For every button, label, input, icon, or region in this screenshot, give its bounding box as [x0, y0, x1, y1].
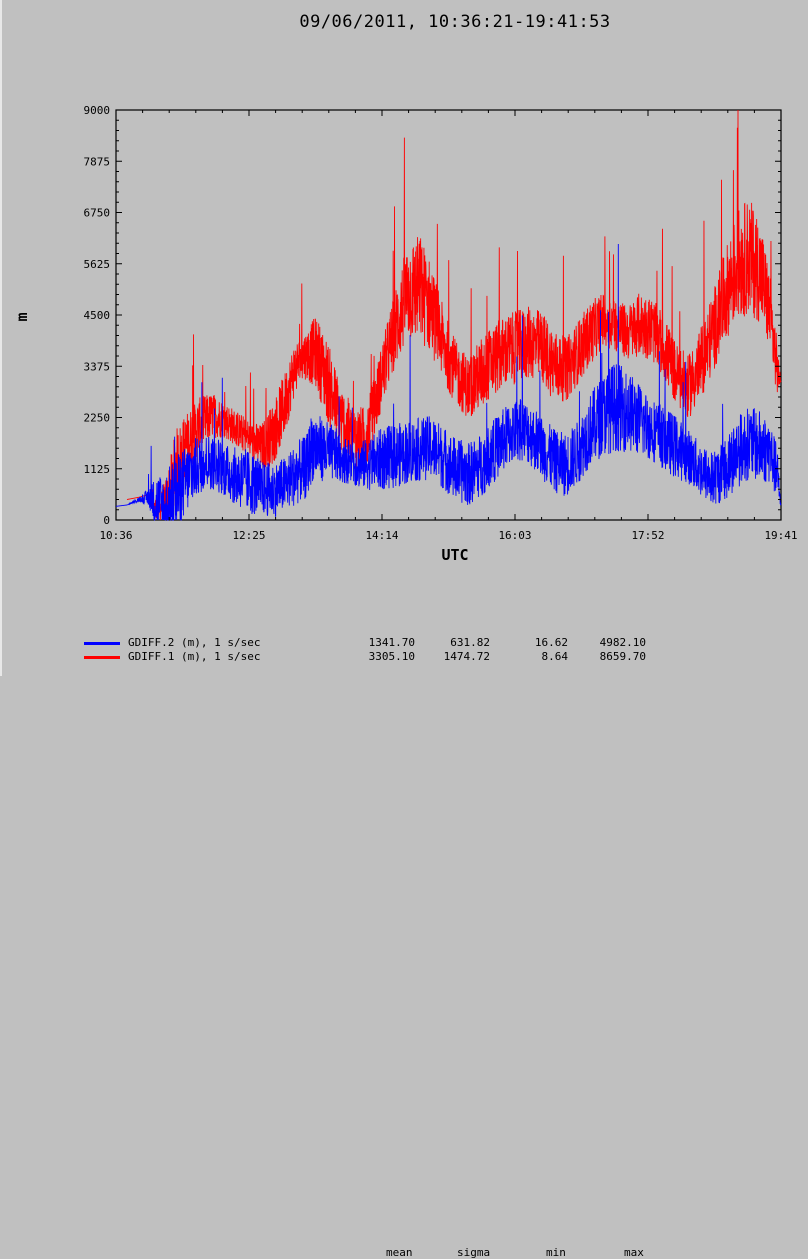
- x-tick-label: 16:03: [498, 529, 531, 542]
- y-axis-title: m: [13, 312, 31, 321]
- x-axis-title: UTC: [441, 546, 468, 564]
- legend-row-gdiff2: GDIFF.2 (m), 1 s/sec 1341.70 631.82 16.6…: [0, 636, 808, 649]
- stat-mean-gdiff2: 1341.70: [368, 636, 415, 649]
- legend-swatch-gdiff2: [84, 642, 120, 645]
- y-tick-label: 0: [103, 514, 110, 527]
- legend-row-gdiff1: GDIFF.1 (m), 1 s/sec 3305.10 1474.72 8.6…: [0, 650, 808, 663]
- y-tick-label: 7875: [84, 155, 111, 168]
- y-tick-label: 3375: [84, 360, 111, 373]
- stat-sigma-gdiff2: 631.82: [450, 636, 490, 649]
- x-tick-label: 17:52: [631, 529, 664, 542]
- stat-min-gdiff2: 16.62: [534, 636, 568, 649]
- series-line-gdiff1: [126, 109, 782, 521]
- x-tick-label: 19:41: [764, 529, 797, 542]
- y-tick-label: 2250: [84, 412, 111, 425]
- stats-header-mean: mean: [386, 1246, 413, 1259]
- series-layer: [115, 109, 782, 521]
- chart-title: 09/06/2011, 10:36:21-19:41:53: [299, 12, 611, 32]
- plot-svg: 0 1125 2250 3375 4500 5625 6750 7875 9000 10:36 12…: [13, 104, 798, 564]
- axes-layer: 0 1125 2250 3375 4500 5625 6750 7875 9000 10:36 12…: [84, 104, 798, 542]
- window-edge: [0, 0, 2, 676]
- series-line-gdiff2: [115, 243, 782, 521]
- y-tick-label: 6750: [84, 207, 111, 220]
- stat-max-gdiff1: 8659.70: [599, 650, 646, 663]
- x-tick-label: 12:25: [232, 529, 265, 542]
- y-tick-label: 9000: [84, 104, 111, 117]
- y-tick-label: 1125: [84, 463, 111, 476]
- y-tick-label: 4500: [84, 309, 111, 322]
- stat-min-gdiff1: 8.64: [541, 650, 569, 663]
- stat-max-gdiff2: 4982.10: [599, 636, 646, 649]
- legend-swatch-gdiff1: [84, 656, 120, 659]
- stat-mean-gdiff1: 3305.10: [368, 650, 415, 663]
- x-tick-label: 14:14: [365, 529, 398, 542]
- legend-label-gdiff1: GDIFF.1 (m), 1 s/sec: [128, 650, 261, 663]
- stats-header-max: max: [624, 1246, 644, 1259]
- stats-header-sigma: sigma: [457, 1246, 491, 1259]
- stats-header-min: min: [546, 1246, 566, 1259]
- y-tick-label: 5625: [84, 258, 111, 271]
- x-tick-label: 10:36: [99, 529, 132, 542]
- stat-sigma-gdiff1: 1474.72: [443, 650, 490, 663]
- legend-label-gdiff2: GDIFF.2 (m), 1 s/sec: [128, 636, 261, 649]
